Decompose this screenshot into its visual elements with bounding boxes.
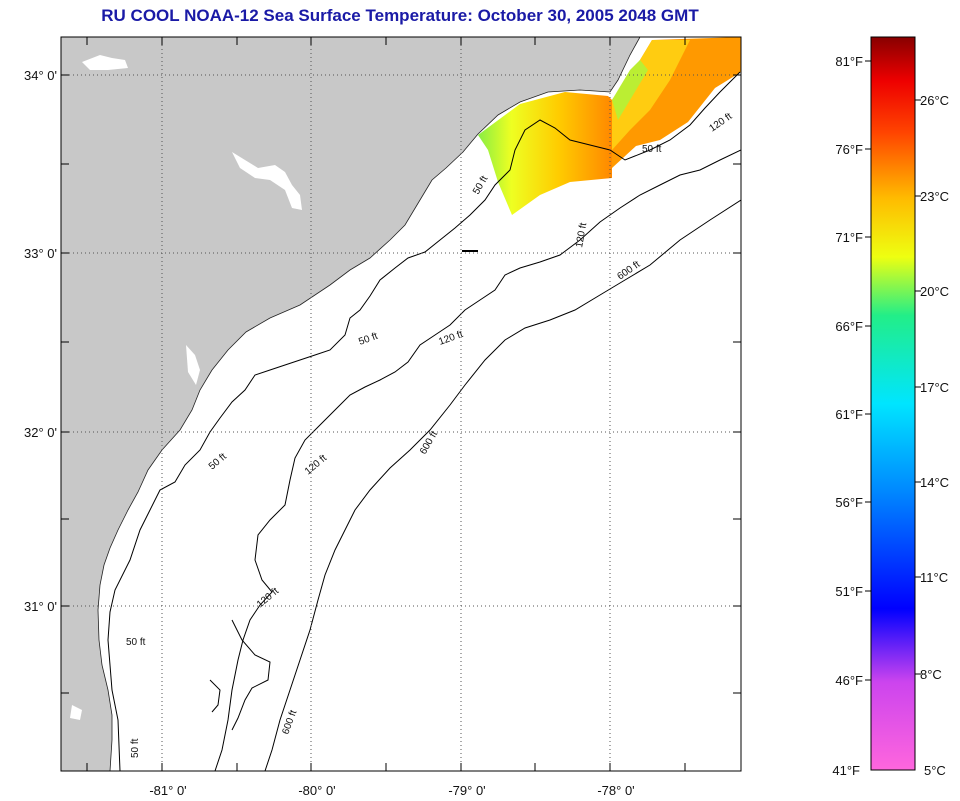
legend-f-label: 66°F xyxy=(835,319,863,334)
legend-c-label: 11°C xyxy=(920,570,948,585)
depth-label: 120 ft xyxy=(574,222,589,249)
legend-f-label: 51°F xyxy=(835,584,863,599)
legend-f-label: 41°F xyxy=(832,763,860,778)
sst-swath xyxy=(478,92,612,215)
lon-label: -79° 0' xyxy=(448,783,485,798)
color-scale-bar xyxy=(870,36,916,771)
latitude-labels: 34° 0' 33° 0' 32° 0' 31° 0' xyxy=(24,68,57,614)
legend-c-label: 14°C xyxy=(920,475,949,490)
legend-f-label: 81°F xyxy=(835,54,863,69)
legend-f-label: 46°F xyxy=(835,673,863,688)
depth-contours xyxy=(107,71,741,771)
inland-lake xyxy=(232,152,302,210)
map-frame xyxy=(60,36,742,772)
inland-water xyxy=(186,345,200,385)
legend-f-label: 71°F xyxy=(835,230,863,245)
legend-f-label: 61°F xyxy=(835,407,863,422)
legend-c-label: 23°C xyxy=(920,189,949,204)
inland-water xyxy=(70,705,82,720)
legend-c-label: 8°C xyxy=(920,667,942,682)
land-mass xyxy=(61,37,641,771)
lon-label: -81° 0' xyxy=(149,783,186,798)
map-ticks xyxy=(61,37,741,771)
depth-label: 50 ft xyxy=(130,738,141,758)
legend-f-label: 56°F xyxy=(835,495,863,510)
lat-label: 32° 0' xyxy=(24,425,57,440)
legend-f-label: 76°F xyxy=(835,142,863,157)
sst-swath-ne-warm xyxy=(612,40,690,150)
map-grid xyxy=(61,37,741,771)
map-title: RU COOL NOAA-12 Sea Surface Temperature:… xyxy=(101,6,699,25)
lat-label: 31° 0' xyxy=(24,599,57,614)
lon-label: -78° 0' xyxy=(597,783,634,798)
depth-label: 50 ft xyxy=(126,637,146,648)
legend-c-label: 5°C xyxy=(924,763,946,778)
legend-c-label: 20°C xyxy=(920,284,949,299)
lon-label: -80° 0' xyxy=(298,783,335,798)
depth-label: 50 ft xyxy=(642,144,662,155)
inland-lake xyxy=(82,55,128,70)
lat-label: 34° 0' xyxy=(24,68,57,83)
legend-c-label: 26°C xyxy=(920,93,949,108)
legend-c-label: 17°C xyxy=(920,380,949,395)
lat-label: 33° 0' xyxy=(24,246,57,261)
sst-swath-ne-green xyxy=(612,60,648,120)
longitude-labels: -81° 0' -80° 0' -79° 0' -78° 0' xyxy=(149,783,634,798)
legend-ticks xyxy=(865,60,921,681)
color-legend: 81°F 76°F 71°F 66°F 61°F 56°F 51°F 46°F … xyxy=(832,36,949,778)
